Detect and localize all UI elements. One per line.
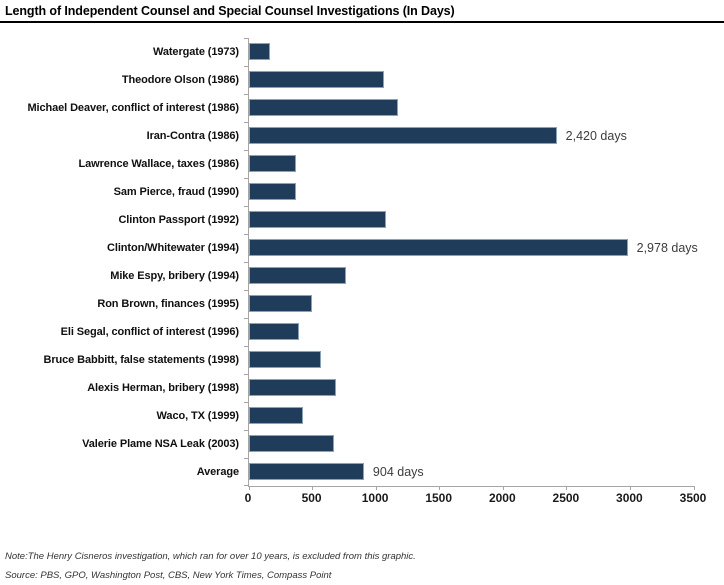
bar [249, 351, 321, 368]
x-axis-tick [375, 486, 377, 490]
category-label: Bruce Babbitt, false statements (1998) [43, 354, 240, 366]
bar [249, 379, 337, 396]
y-axis-tick [244, 262, 248, 263]
source-text: Source: PBS, GPO, Washington Post, CBS, … [5, 570, 332, 581]
x-axis-tick-label: 2000 [488, 491, 516, 505]
category-label: Ron Brown, finances (1995) [97, 298, 239, 310]
bar [249, 155, 296, 172]
x-axis-tick-label: 3000 [616, 491, 643, 505]
title-underline [0, 21, 724, 23]
category-label: Clinton/Whitewater (1994) [107, 242, 239, 254]
bar [249, 407, 303, 424]
x-axis-tick-label: 1000 [361, 491, 389, 505]
bar-value-label: 2,420 days [565, 129, 627, 143]
y-axis-tick [244, 485, 248, 486]
x-axis-tick [249, 486, 250, 490]
chart-title: Length of Independent Counsel and Specia… [5, 4, 455, 18]
category-label: Clinton Passport (1992) [118, 214, 239, 226]
y-axis-tick [244, 458, 248, 459]
bar [249, 239, 628, 256]
bar [249, 267, 346, 284]
x-axis-tick [693, 486, 695, 490]
category-label: Alexis Herman, bribery (1998) [87, 382, 239, 394]
bar [249, 71, 384, 88]
category-label: Waco, TX (1999) [156, 410, 240, 422]
y-axis-tick [244, 318, 248, 319]
bar [249, 435, 335, 452]
y-axis-tick [244, 234, 248, 235]
category-label: Average [196, 466, 239, 478]
bar [249, 99, 398, 116]
bar [249, 323, 299, 340]
y-axis-tick [244, 38, 248, 39]
x-axis-tick-label: 2500 [552, 491, 580, 505]
x-axis-tick [312, 486, 314, 490]
bar [249, 295, 312, 312]
y-axis-tick [244, 206, 248, 207]
y-axis-tick [244, 290, 248, 291]
y-axis-tick [244, 66, 248, 67]
x-axis-tick-label: 500 [301, 491, 322, 505]
bar-value-label: 2,978 days [636, 241, 698, 255]
note-text: Note:The Henry Cisneros investigation, w… [5, 551, 416, 562]
category-label: Watergate (1973) [152, 46, 239, 58]
y-axis-tick [244, 346, 248, 347]
y-axis-tick [244, 122, 248, 123]
y-axis-tick [244, 94, 248, 95]
y-axis-tick [244, 178, 248, 179]
category-label: Valerie Plame NSA Leak (2003) [82, 438, 239, 450]
x-axis-tick [502, 486, 504, 490]
bar [249, 463, 364, 480]
bar [249, 183, 296, 200]
category-label: Eli Segal, conflict of interest (1996) [60, 326, 239, 338]
bar [249, 211, 387, 228]
x-axis-tick [629, 486, 631, 490]
category-label: Mike Espy, bribery (1994) [110, 270, 239, 282]
y-axis-tick [244, 430, 248, 431]
x-axis-tick-label: 0 [244, 491, 252, 505]
x-axis-tick-label: 1500 [425, 491, 453, 505]
bar [249, 127, 557, 144]
y-axis-tick [244, 150, 248, 151]
bar-value-label: 904 days [372, 465, 424, 479]
category-label: Michael Deaver, conflict of interest (19… [27, 102, 239, 114]
x-axis-tick-label: 3500 [679, 491, 707, 505]
y-axis-tick [244, 402, 248, 403]
x-axis-tick [439, 486, 441, 490]
category-label: Sam Pierce, fraud (1990) [113, 186, 239, 198]
plot-area: 2,420 days 2,978 days 904 days [244, 38, 698, 490]
bar [249, 43, 270, 60]
x-axis-tick [566, 486, 568, 490]
category-label: Theodore Olson (1986) [121, 74, 239, 86]
category-label: Iran-Contra (1986) [146, 130, 239, 142]
category-label: Lawrence Wallace, taxes (1986) [78, 158, 240, 170]
bar-chart: 2,420 days 2,978 days 904 days Watergate (… [0, 38, 724, 508]
y-axis-tick [244, 374, 248, 375]
